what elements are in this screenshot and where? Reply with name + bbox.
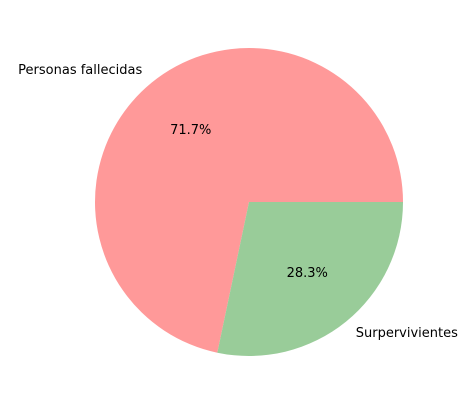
slice-label-personas-fallecidas: Personas fallecidas bbox=[18, 63, 142, 78]
slice-label-surpervivientes: Surpervivientes bbox=[356, 326, 458, 341]
pie-slice-surpervivientes bbox=[217, 202, 403, 356]
pie-labels: 71.7% Personas fallecidas 28.3% Surpervivie… bbox=[18, 63, 458, 341]
pie-slice-personas-fallecidas bbox=[95, 47, 403, 353]
pct-label-personas-fallecidas: 71.7% bbox=[170, 123, 211, 138]
pie-slices bbox=[95, 47, 403, 356]
pct-label-surpervivientes: 28.3% bbox=[287, 266, 328, 281]
